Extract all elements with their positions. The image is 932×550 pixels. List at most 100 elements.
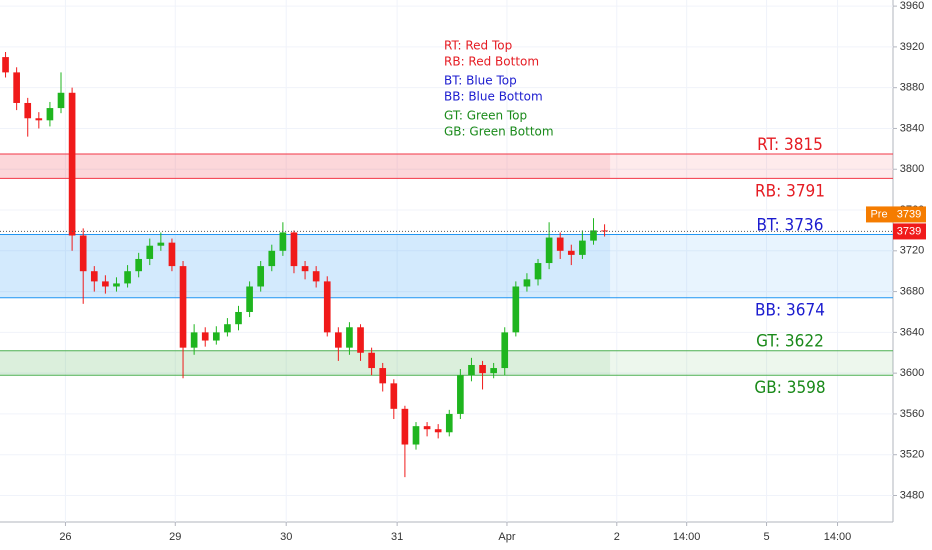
zone-bottom-label: BB: 3674 bbox=[755, 301, 825, 321]
y-tick-label: 3920 bbox=[900, 41, 924, 53]
last-price-box bbox=[893, 223, 926, 240]
y-tick-label: 3480 bbox=[900, 489, 924, 501]
candle-body bbox=[68, 92, 76, 236]
candle-body bbox=[457, 375, 464, 414]
candle-body bbox=[168, 242, 176, 267]
x-tick-label: 2 bbox=[614, 531, 620, 543]
x-tick-label: 29 bbox=[169, 531, 181, 543]
candle-body bbox=[312, 271, 320, 282]
y-tick-label: 3720 bbox=[900, 245, 924, 257]
candle-body bbox=[2, 57, 9, 73]
candle-body bbox=[90, 271, 98, 282]
candle-body bbox=[13, 72, 20, 103]
candle-body bbox=[46, 108, 54, 121]
candle-body bbox=[379, 368, 387, 384]
candle-body bbox=[335, 332, 342, 348]
zone-fill bbox=[0, 153, 611, 179]
candle-body bbox=[490, 368, 497, 374]
x-tick-label: 14:00 bbox=[673, 531, 701, 543]
y-tick-label: 3960 bbox=[900, 0, 924, 12]
candle-body bbox=[401, 408, 409, 445]
candle-body bbox=[113, 283, 120, 287]
candle-body bbox=[35, 118, 43, 121]
y-tick-label: 3600 bbox=[900, 367, 924, 379]
candle-body bbox=[423, 426, 431, 430]
last-price-label: 3739 bbox=[897, 225, 921, 237]
candle-body bbox=[323, 281, 331, 333]
y-tick-label: 3840 bbox=[900, 122, 924, 134]
candle-body bbox=[523, 279, 531, 287]
zone-top-label: RT: 3815 bbox=[757, 135, 823, 155]
legend-text: GB: Green Bottom bbox=[444, 125, 554, 139]
premarket-box bbox=[893, 206, 926, 223]
candle-body bbox=[224, 324, 231, 333]
candle-body bbox=[268, 250, 276, 267]
zone-bottom-label: GB: 3598 bbox=[754, 378, 825, 398]
candle-body bbox=[445, 413, 453, 433]
candle-body bbox=[346, 327, 353, 348]
x-tick-label: 14:00 bbox=[824, 531, 852, 543]
candle-body bbox=[146, 245, 154, 259]
candle-body bbox=[24, 102, 32, 119]
candle-body bbox=[279, 232, 287, 251]
candle-body bbox=[179, 266, 187, 348]
candle-body bbox=[135, 258, 142, 272]
candle-body bbox=[257, 266, 265, 287]
legend-text: RB: Red Bottom bbox=[444, 55, 539, 69]
y-tick-label: 3680 bbox=[900, 285, 924, 297]
zone-extension bbox=[610, 350, 893, 376]
candle-body bbox=[468, 364, 475, 376]
candle-body bbox=[579, 240, 586, 255]
candle-body bbox=[479, 364, 486, 374]
candle-body bbox=[590, 230, 597, 241]
candle-body bbox=[57, 92, 65, 109]
candle-body bbox=[556, 237, 564, 251]
candle-body bbox=[390, 383, 398, 409]
candle-body bbox=[290, 232, 298, 267]
y-tick-label: 3560 bbox=[900, 408, 924, 420]
legend-text: BT: Blue Top bbox=[444, 74, 517, 88]
candle-body bbox=[545, 237, 553, 264]
candle-body bbox=[246, 286, 253, 312]
y-tick-label: 3640 bbox=[900, 326, 924, 338]
zone-top-label: GT: 3622 bbox=[756, 332, 824, 352]
candle-body bbox=[601, 230, 608, 232]
y-tick-label: 3880 bbox=[900, 82, 924, 94]
candle-body bbox=[235, 311, 242, 325]
premarket-price: 3739 bbox=[897, 208, 921, 220]
zone-top-label: BT: 3736 bbox=[757, 215, 824, 235]
y-tick-label: 3520 bbox=[900, 449, 924, 461]
candle-body bbox=[434, 429, 442, 433]
y-tick-label: 3800 bbox=[900, 163, 924, 175]
premarket-tag-label: Pre bbox=[870, 208, 887, 220]
candle-body bbox=[102, 281, 109, 287]
x-tick-label: 26 bbox=[59, 531, 71, 543]
candle-body bbox=[368, 352, 375, 369]
candle-body bbox=[534, 263, 542, 280]
zone-fill bbox=[0, 350, 611, 376]
x-tick-label: 31 bbox=[391, 531, 403, 543]
candle-body bbox=[501, 332, 509, 369]
zone-extension bbox=[610, 234, 893, 298]
legend-text: GT: Green Top bbox=[444, 109, 527, 123]
candle-body bbox=[157, 242, 165, 246]
premarket-tag bbox=[866, 206, 893, 223]
candle-body bbox=[567, 250, 575, 255]
candle-body bbox=[212, 332, 220, 341]
legend-text: BB: Blue Bottom bbox=[444, 90, 543, 104]
candle-body bbox=[301, 266, 309, 272]
legend-text: RT: Red Top bbox=[444, 39, 512, 53]
x-tick-label: 5 bbox=[763, 531, 769, 543]
candle-body bbox=[512, 286, 520, 333]
x-tick-label: 30 bbox=[280, 531, 292, 543]
x-tick-label: Apr bbox=[498, 531, 515, 543]
candle-body bbox=[412, 426, 420, 445]
zone-bottom-label: RB: 3791 bbox=[755, 181, 825, 201]
candle-body bbox=[124, 271, 131, 284]
candle-body bbox=[357, 327, 364, 353]
candle-body bbox=[79, 235, 87, 272]
candle-body bbox=[201, 332, 209, 341]
zone-extension bbox=[610, 153, 893, 179]
